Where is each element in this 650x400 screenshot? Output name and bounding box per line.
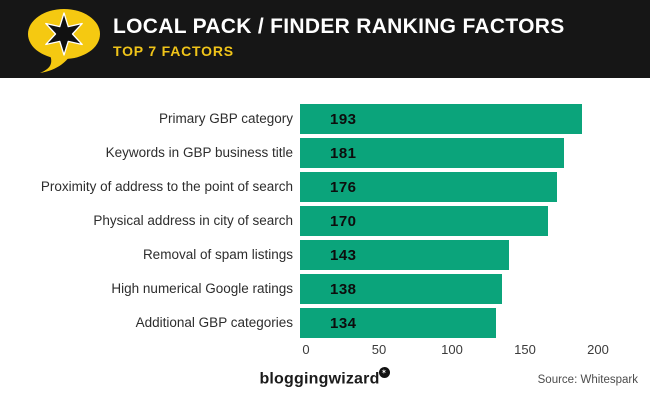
bar: 170 xyxy=(300,206,549,236)
star-badge-icon: ✶ xyxy=(378,367,390,378)
header-bar: LOCAL PACK / FINDER RANKING FACTORS TOP … xyxy=(0,0,650,78)
bar-value-label: 176 xyxy=(330,178,357,196)
page-subtitle: TOP 7 FACTORS xyxy=(113,43,234,60)
page-title: LOCAL PACK / FINDER RANKING FACTORS xyxy=(113,15,565,38)
category-label: Primary GBP category xyxy=(158,110,293,126)
category-label: Keywords in GBP business title xyxy=(105,144,293,160)
bar: 138 xyxy=(300,274,502,304)
category-label: Proximity of address to the point of sea… xyxy=(40,178,293,194)
bar: 176 xyxy=(300,172,557,202)
bar-track: 170 xyxy=(300,206,650,236)
speech-bubble-starburst-icon xyxy=(28,9,100,73)
bar-track: 138 xyxy=(300,274,650,304)
bar-track: 143 xyxy=(300,240,650,270)
bar-value-label: 138 xyxy=(330,280,357,298)
bar-row: Primary GBP category 193 xyxy=(0,104,650,134)
bar: 181 xyxy=(300,138,565,168)
bar-value-label: 181 xyxy=(330,144,357,162)
bar-row: Proximity of address to the point of sea… xyxy=(0,172,650,202)
x-axis: 0 50 100 150 200 xyxy=(302,342,626,360)
bar: 134 xyxy=(300,308,496,338)
category-label: Additional GBP categories xyxy=(135,314,293,330)
bar-value-label: 134 xyxy=(330,314,357,332)
header-titles: LOCAL PACK / FINDER RANKING FACTORS TOP … xyxy=(113,14,565,59)
category-label: Physical address in city of search xyxy=(93,212,293,228)
bar-rows: Primary GBP category 193 Keywords in GBP b… xyxy=(0,104,650,338)
category-label: High numerical Google ratings xyxy=(111,280,293,296)
bar-value-label: 170 xyxy=(330,212,357,230)
brand-wordmark: bloggingwizard✶ xyxy=(0,367,650,388)
brand-logo xyxy=(26,8,108,78)
bar-row: Physical address in city of search 170 xyxy=(0,206,650,236)
bar-row: High numerical Google ratings 138 xyxy=(0,274,650,304)
category-label: Removal of spam listings xyxy=(142,246,293,262)
bar-track: 181 xyxy=(300,138,650,168)
bar-row: Removal of spam listings 143 xyxy=(0,240,650,270)
bar-track: 176 xyxy=(300,172,650,202)
footer: bloggingwizard✶ Source: Whitespark xyxy=(0,366,650,396)
x-axis-tick-label: 100 xyxy=(441,342,463,357)
brand-text: bloggingwizard xyxy=(259,370,380,388)
x-axis-tick-label: 200 xyxy=(587,342,609,357)
x-axis-tick-label: 150 xyxy=(514,342,536,357)
bar-row: Keywords in GBP business title 181 xyxy=(0,138,650,168)
bar-track: 193 xyxy=(300,104,650,134)
source-attribution: Source: Whitespark xyxy=(537,374,638,386)
x-axis-tick-label: 50 xyxy=(371,342,387,357)
bar-row: Additional GBP categories 134 xyxy=(0,308,650,338)
x-axis-tick-label: 0 xyxy=(302,342,310,357)
bar: 193 xyxy=(300,104,582,134)
bar-track: 134 xyxy=(300,308,650,338)
bar-value-label: 143 xyxy=(330,246,357,264)
bar: 143 xyxy=(300,240,509,270)
bar-value-label: 193 xyxy=(330,110,357,128)
bar-chart: Primary GBP category 193 Keywords in GBP b… xyxy=(0,104,650,360)
